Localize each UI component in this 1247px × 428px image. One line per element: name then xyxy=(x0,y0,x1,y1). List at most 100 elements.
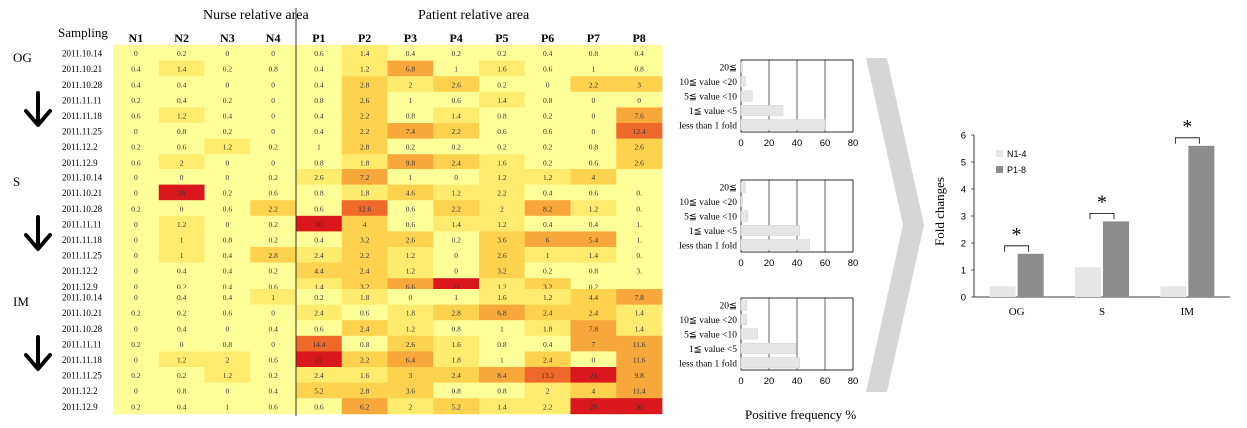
heatmap-cell xyxy=(113,154,160,171)
cell-value: 0 xyxy=(226,324,230,333)
cell-value: 2.6 xyxy=(406,340,416,349)
cell-value: 1.2 xyxy=(223,371,233,380)
cell-value: 0 xyxy=(226,158,230,167)
cell-value: 0.2 xyxy=(177,371,187,380)
down-arrow-icon xyxy=(24,335,52,371)
sampling-date: 2011.12.2 xyxy=(62,266,98,276)
heatmap-cell xyxy=(479,262,526,279)
cell-value: 0.6 xyxy=(451,96,461,105)
frequency-bar xyxy=(740,224,801,236)
heatmap-cell xyxy=(479,247,526,263)
heatmap-cell xyxy=(113,231,160,248)
cell-value: 0.6 xyxy=(131,158,141,167)
cell-value: 0 xyxy=(271,112,275,121)
heatmap-cell xyxy=(250,200,297,217)
heatmap-cell xyxy=(113,351,160,368)
cell-value: 0.2 xyxy=(451,143,461,152)
bar-n1-4 xyxy=(1075,267,1101,297)
heatmap-cell xyxy=(341,382,388,399)
heatmap-cell xyxy=(616,335,663,352)
cell-value: 1 xyxy=(271,293,275,302)
cell-value: 2.4 xyxy=(360,267,370,276)
cell-value: 1.2 xyxy=(360,65,370,74)
heatmap-cell xyxy=(296,398,343,415)
cell-value: 0.4 xyxy=(177,96,187,105)
cell-value: 0 xyxy=(226,80,230,89)
heatmap-cell xyxy=(616,289,663,305)
heatmap-cell xyxy=(296,367,343,383)
heatmap-cell xyxy=(158,60,205,77)
y-tick-label: 1 xyxy=(961,266,966,277)
heatmap-cell xyxy=(479,76,526,93)
x-tick-label: 20 xyxy=(764,258,775,269)
cell-value: 3 xyxy=(409,371,413,380)
heatmap-cell xyxy=(341,231,388,248)
heatmap-cell xyxy=(616,382,663,399)
group-label: IM xyxy=(13,294,29,309)
cell-value: 26 xyxy=(178,189,186,198)
cell-value: 0.2 xyxy=(223,65,233,74)
cell-value: 0.6 xyxy=(223,204,233,213)
cell-value: 0.2 xyxy=(268,371,278,380)
cell-value: 0 xyxy=(271,80,275,89)
frequency-bar xyxy=(740,328,759,340)
sampling-date: 2011.11.11 xyxy=(62,219,102,229)
heatmap-cell xyxy=(433,304,480,321)
heatmap-cell xyxy=(524,154,571,171)
sampling-date: 2011.10.14 xyxy=(62,293,103,303)
x-tick-label: 80 xyxy=(848,138,859,149)
sampling-date: 2011.12.9 xyxy=(62,158,98,168)
heatmap-cell xyxy=(524,45,571,61)
cell-value: 2.2 xyxy=(451,127,461,136)
cell-value: 0.6 xyxy=(131,112,141,121)
heatmap-cell xyxy=(341,107,388,124)
heatmap-cell xyxy=(204,123,251,139)
heatmap-cell xyxy=(296,200,343,217)
heatmap-cell xyxy=(433,60,480,77)
heatmap-cell xyxy=(616,247,663,263)
heatmap-cell xyxy=(250,138,297,155)
cell-value: 0 xyxy=(546,80,550,89)
cell-value: 2 xyxy=(409,402,413,411)
cell-value: 0 xyxy=(271,96,275,105)
heatmap-cell xyxy=(479,154,526,171)
heatmap-cell xyxy=(341,138,388,155)
cell-value: 0.4 xyxy=(177,402,187,411)
cell-value: 6.4 xyxy=(406,356,416,365)
cell-value: 0.4 xyxy=(223,293,233,302)
cell-value: 1.4 xyxy=(177,65,187,74)
cell-value: 20 xyxy=(315,220,323,229)
heatmap-cell xyxy=(296,320,343,337)
cell-value: 0.8 xyxy=(223,340,233,349)
cell-value: 1.4 xyxy=(497,402,507,411)
cell-value: 2.8 xyxy=(360,387,370,396)
cell-value: 0.8 xyxy=(589,267,599,276)
cell-value: 0 xyxy=(134,356,138,365)
heatmap-cell xyxy=(479,351,526,368)
heatmap-cell xyxy=(113,184,160,201)
heatmap-cell xyxy=(296,91,343,108)
frequency-bar xyxy=(740,357,801,369)
heatmap-cell xyxy=(616,123,663,139)
cell-value: 0.2 xyxy=(268,143,278,152)
cell-value: 0.2 xyxy=(497,143,507,152)
heatmap-cell xyxy=(570,367,617,383)
heatmap-cell xyxy=(524,231,571,248)
cell-value: 2.6 xyxy=(406,236,416,245)
cell-value: 5.2 xyxy=(314,387,324,396)
cell-value: 1.2 xyxy=(406,324,416,333)
cell-value: 1.4 xyxy=(589,251,599,260)
column-header: P1 xyxy=(312,31,325,45)
heatmap-cell xyxy=(524,76,571,93)
x-tick-label: 40 xyxy=(792,138,803,149)
heatmap-cell xyxy=(296,382,343,399)
cell-value: 0 xyxy=(409,293,413,302)
cell-value: 0 xyxy=(454,173,458,182)
sampling-date: 2011.10.21 xyxy=(62,188,102,198)
frequency-bar xyxy=(740,90,753,102)
cell-value: 0.4 xyxy=(177,267,187,276)
cell-value: 0.6 xyxy=(268,402,278,411)
heatmap-header: Nurse relative area Patient relative are… xyxy=(58,8,646,45)
heatmap-cell xyxy=(387,76,434,93)
sampling-date: 2011.12.9 xyxy=(62,282,98,292)
